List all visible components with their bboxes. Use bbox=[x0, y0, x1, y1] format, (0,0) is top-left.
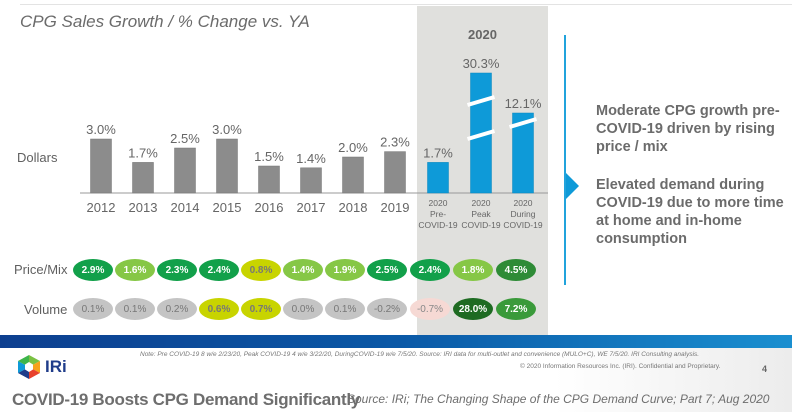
x-tick-label-8-2: COVID-19 bbox=[418, 220, 457, 230]
bar-value-label-1: 1.7% bbox=[128, 145, 158, 160]
volume-bubble-10: 7.2% bbox=[496, 298, 536, 320]
price-mix-bubble-5: 1.4% bbox=[283, 259, 323, 281]
volume-bubble-1: 0.1% bbox=[115, 298, 155, 320]
price-mix-bubble-9: 1.8% bbox=[453, 259, 493, 281]
price-mix-bubble-1: 1.6% bbox=[115, 259, 155, 281]
volume-bubble-5: 0.0% bbox=[283, 298, 323, 320]
price-mix-bubble-0: 2.9% bbox=[73, 259, 113, 281]
page-number: 4 bbox=[762, 364, 768, 374]
chart-title: CPG Sales Growth / % Change vs. YA bbox=[20, 12, 310, 31]
x-tick-label-1-0: 2013 bbox=[129, 200, 158, 215]
volume-bubble-6: 0.1% bbox=[325, 298, 365, 320]
x-tick-label-10-2: COVID-19 bbox=[503, 220, 542, 230]
x-tick-label-9-1: Peak bbox=[471, 209, 491, 219]
volume-bubble-2: 0.2% bbox=[157, 298, 197, 320]
bar-0 bbox=[90, 138, 112, 194]
price-mix-bubble-6: 1.9% bbox=[325, 259, 365, 281]
callout-during-covid: Elevated demand during COVID-19 due to m… bbox=[596, 177, 784, 247]
volume-bubble-3: 0.6% bbox=[199, 298, 239, 320]
callout-divider bbox=[564, 35, 566, 285]
callout-pre-covid: Moderate CPG growth pre-COVID-19 driven … bbox=[596, 103, 780, 155]
dollars-row-label: Dollars bbox=[17, 150, 58, 165]
x-tick-label-4-0: 2016 bbox=[255, 200, 284, 215]
bar-value-label-8: 1.7% bbox=[423, 145, 453, 160]
bar-1 bbox=[132, 162, 154, 194]
x-tick-label-9-2: COVID-19 bbox=[461, 220, 500, 230]
x-tick-label-3-0: 2015 bbox=[213, 200, 242, 215]
footer-band bbox=[0, 335, 792, 348]
x-tick-label-8-1: Pre- bbox=[430, 209, 446, 219]
x-tick-label-9-0: 2020 bbox=[472, 198, 491, 208]
axis-break-b-9 bbox=[466, 129, 496, 141]
group-header-2020: 2020 bbox=[468, 27, 497, 42]
x-tick-label-10-1: During bbox=[510, 209, 535, 219]
bar-value-label-7: 2.3% bbox=[380, 135, 410, 150]
price-mix-bubble-8: 2.4% bbox=[410, 259, 450, 281]
price-mix-bubble-7: 2.5% bbox=[367, 259, 407, 281]
volume-bubble-7: -0.2% bbox=[367, 298, 407, 320]
bar-value-label-5: 1.4% bbox=[296, 151, 326, 166]
bar-10 bbox=[512, 112, 534, 194]
bar-value-label-10: 12.1% bbox=[505, 96, 542, 111]
bar-chart: 3.0% 2012 1.7% 2013 2.5% 2014 3.0% 2015 1.5% 2016… bbox=[80, 56, 548, 230]
bar-2 bbox=[174, 147, 196, 194]
iri-logo-icon bbox=[18, 355, 40, 379]
volume-bubble-4: 0.7% bbox=[241, 298, 281, 320]
price-mix-bubble-10: 4.5% bbox=[496, 259, 536, 281]
bar-value-label-3: 3.0% bbox=[212, 122, 242, 137]
x-tick-label-2-0: 2014 bbox=[171, 200, 200, 215]
slide-title: COVID-19 Boosts CPG Demand Significantly bbox=[12, 390, 360, 409]
volume-bubble-0: 0.1% bbox=[73, 298, 113, 320]
price-mix-row-label: Price/Mix bbox=[14, 262, 68, 277]
bar-6 bbox=[342, 156, 364, 194]
copyright: © 2020 Information Resources Inc. (IRI).… bbox=[520, 363, 721, 370]
bar-8 bbox=[427, 162, 449, 194]
volume-bubble-9: 28.0% bbox=[453, 298, 493, 320]
bar-5 bbox=[300, 167, 322, 194]
axis-break-a-10 bbox=[508, 117, 538, 129]
footer-note: Note: Pre COVID-19 8 w/e 2/23/20, Peak C… bbox=[140, 351, 700, 358]
bar-value-label-2: 2.5% bbox=[170, 131, 200, 146]
bar-3 bbox=[216, 138, 238, 194]
x-tick-label-6-0: 2018 bbox=[339, 200, 368, 215]
x-tick-label-7-0: 2019 bbox=[381, 200, 410, 215]
volume-bubble-8: -0.7% bbox=[410, 298, 450, 320]
bar-value-label-6: 2.0% bbox=[338, 140, 368, 155]
iri-logo-text: IRi bbox=[45, 357, 67, 376]
top-divider bbox=[20, 4, 792, 5]
x-tick-label-0-0: 2012 bbox=[87, 200, 116, 215]
bar-value-label-0: 3.0% bbox=[86, 122, 116, 137]
triangle-arrow-icon bbox=[566, 173, 579, 199]
source-citation: Source: IRi; The Changing Shape of the C… bbox=[347, 392, 770, 406]
footer-background bbox=[0, 348, 792, 412]
bar-value-label-4: 1.5% bbox=[254, 149, 284, 164]
x-tick-label-8-0: 2020 bbox=[429, 198, 448, 208]
x-tick-label-5-0: 2017 bbox=[297, 200, 326, 215]
price-mix-bubble-4: 0.8% bbox=[241, 259, 281, 281]
axis-break-a-9 bbox=[466, 95, 496, 107]
volume-row-label: Volume bbox=[24, 302, 68, 317]
bar-7 bbox=[384, 151, 406, 194]
price-mix-bubble-3: 2.4% bbox=[199, 259, 239, 281]
x-tick-label-10-0: 2020 bbox=[514, 198, 533, 208]
bar-value-label-9: 30.3% bbox=[463, 56, 500, 71]
price-mix-bubble-2: 2.3% bbox=[157, 259, 197, 281]
bar-4 bbox=[258, 165, 280, 194]
